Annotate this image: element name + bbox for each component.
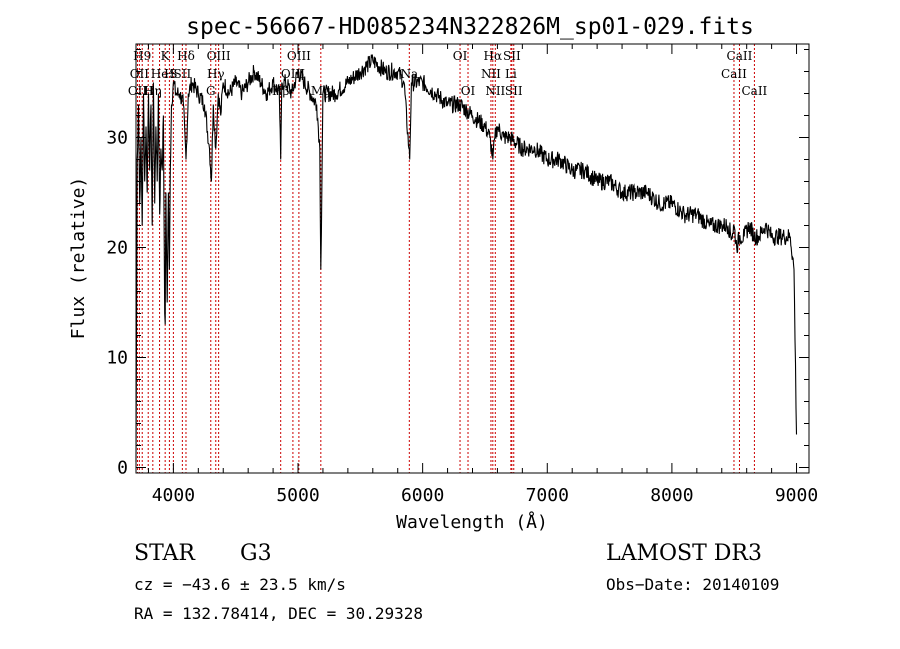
reference-line-label: K [161, 49, 171, 63]
y-tick-label: 20 [106, 238, 128, 259]
reference-line-label: Hγ [207, 67, 225, 81]
x-axis-label: Wavelength (Å) [396, 511, 548, 533]
y-tick-label: 0 [117, 458, 128, 479]
reference-line-label: H [143, 84, 153, 98]
reference-line-label: Hδ [177, 49, 195, 63]
y-tick-label: 30 [106, 128, 128, 149]
x-tick-label: 7000 [526, 485, 569, 506]
x-tick-label: 8000 [650, 485, 693, 506]
reference-line-label: SII [503, 49, 521, 63]
reference-line-label: OIII [207, 49, 231, 63]
y-axis: 0 10 20 30 [106, 49, 809, 479]
reference-line-label: SII [505, 84, 523, 98]
x-axis: 4000 5000 6000 7000 8000 9000 [147, 44, 818, 506]
reference-line-label: He [151, 67, 169, 81]
x-tick-label: 9000 [775, 485, 818, 506]
reference-line-labels: OIIOIIH9HHηHeKHSSIIHδGHγOIIIHβOIIIOIIIMg… [128, 49, 768, 98]
reference-line-label: CaII [741, 84, 767, 98]
reference-line-label: OI [461, 84, 476, 98]
reference-lines [136, 44, 755, 473]
reference-line-label: CaII [721, 67, 747, 81]
reference-line-label: NII [485, 84, 505, 98]
survey-name: LAMOST DR3 [606, 541, 762, 566]
spectrum-line [135, 54, 798, 463]
reference-line-label: CaII [727, 49, 753, 63]
reference-line-label: OI [453, 49, 468, 63]
observation-date: Obs−Date: 20140109 [606, 575, 779, 594]
reference-line-label: OII [128, 84, 148, 98]
coordinates: RA = 132.78414, DEC = 30.29328 [134, 604, 423, 623]
reference-line-label: Li [505, 67, 517, 81]
x-tick-label: 4000 [152, 485, 195, 506]
y-axis-label: Flux (relative) [68, 177, 89, 340]
reference-line-label: Hα [484, 49, 503, 63]
object-class: STAR [134, 541, 196, 566]
reference-line-label: G [206, 84, 216, 98]
reference-line-label: H9 [133, 49, 151, 63]
reference-line-label: SII [174, 67, 192, 81]
reference-line-label: S [169, 67, 177, 81]
reference-line-label: OIII [287, 49, 311, 63]
y-tick-label: 10 [106, 348, 128, 369]
reference-line-label: H [164, 67, 174, 81]
reference-line-label: Na [400, 67, 418, 81]
reference-line-label: OII [130, 67, 150, 81]
x-tick-label: 6000 [401, 485, 444, 506]
redshift-info: cz = −43.6 ± 23.5 km/s [134, 575, 346, 594]
reference-line-label: NII [481, 67, 501, 81]
chart-title: spec-56667-HD085234N322826M_sp01-029.fit… [186, 14, 754, 40]
x-tick-label: 5000 [276, 485, 319, 506]
object-subclass: G3 [240, 541, 272, 566]
plot-frame [135, 43, 810, 474]
